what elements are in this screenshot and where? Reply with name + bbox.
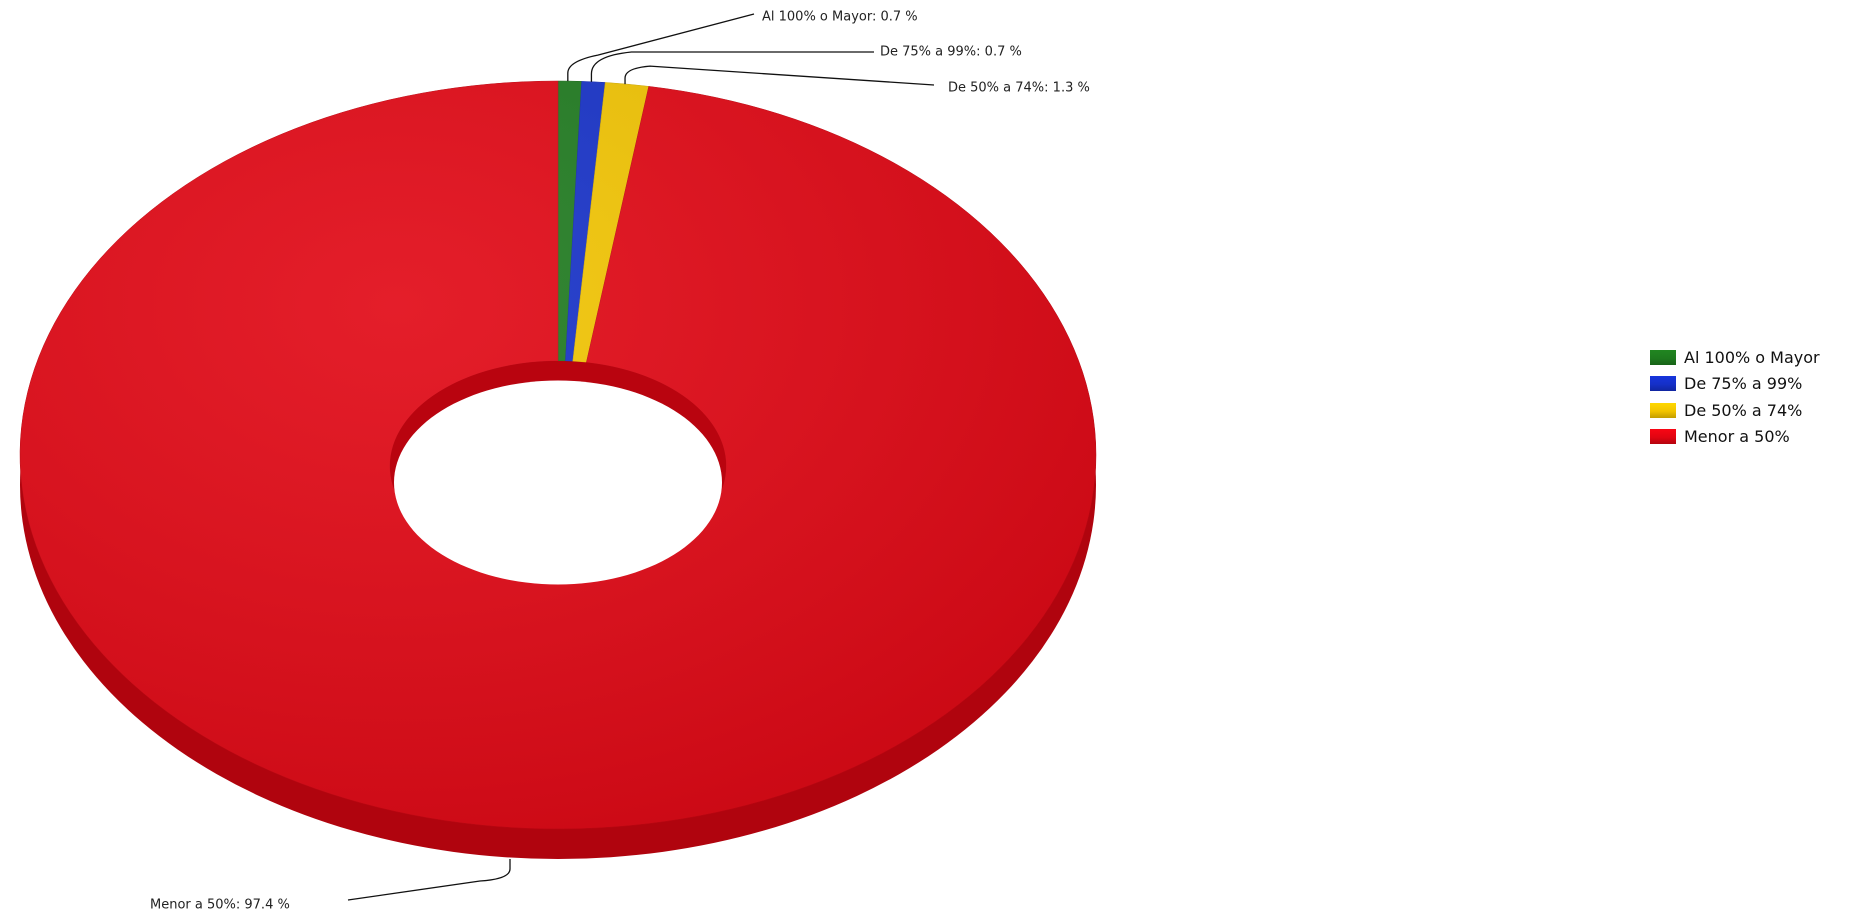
legend-swatch	[1650, 429, 1676, 445]
legend-item[interactable]: De 75% a 99%	[1650, 371, 1820, 398]
legend-item[interactable]: Al 100% o Mayor	[1650, 344, 1820, 371]
callout-leader-line	[590, 51, 874, 82]
data-label: Menor a 50%: 97.4 %	[150, 898, 290, 913]
legend-swatch	[1650, 376, 1676, 392]
callout-leader-line	[567, 13, 755, 82]
data-label: De 75% a 99%: 0.7 %	[880, 45, 1022, 60]
data-label: De 50% a 74%: 1.3 %	[948, 81, 1090, 96]
callout-leader-line	[624, 65, 935, 86]
legend-item[interactable]: De 50% a 74%	[1650, 397, 1820, 424]
legend-label: Al 100% o Mayor	[1684, 347, 1820, 367]
chart-legend: Al 100% o Mayor De 75% a 99% De 50% a 74…	[1650, 344, 1820, 450]
legend-label: Menor a 50%	[1684, 427, 1790, 447]
legend-swatch	[1650, 349, 1676, 365]
legend-label: De 75% a 99%	[1684, 374, 1803, 394]
data-label: Al 100% o Mayor: 0.7 %	[762, 10, 918, 25]
legend-item[interactable]: Menor a 50%	[1650, 424, 1820, 451]
legend-label: De 50% a 74%	[1684, 400, 1803, 420]
callout-leader-line	[347, 859, 511, 901]
donut-hole	[394, 380, 722, 585]
legend-swatch	[1650, 402, 1676, 418]
